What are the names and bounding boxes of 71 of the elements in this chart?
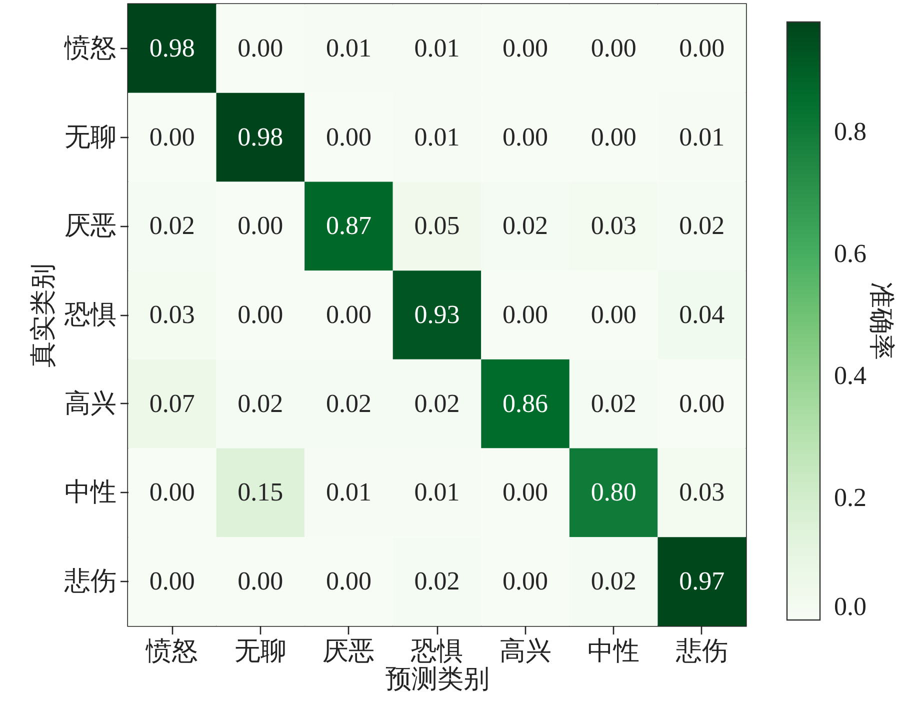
data-label: 0.00 — [502, 478, 548, 507]
data-label: 0.05 — [414, 211, 460, 240]
color-bar-label: 0.2 — [834, 482, 866, 512]
color-bar-label: 0.6 — [834, 238, 866, 268]
y-tick-label: 无聊 — [64, 122, 116, 152]
y-tick-label: 恐惧 — [64, 300, 116, 329]
data-label: 0.00 — [502, 33, 548, 62]
data-label: 0.00 — [238, 211, 284, 240]
data-label: 0.00 — [679, 388, 725, 418]
x-tick-label: 悲伤 — [674, 636, 728, 666]
data-label: 0.04 — [679, 300, 725, 329]
data-label: 0.00 — [149, 478, 195, 507]
color-bar-label: 0.0 — [834, 592, 866, 621]
y-tick-label: 高兴 — [64, 388, 116, 418]
x-axis-title: 预测类别 — [386, 664, 490, 694]
x-tick-label: 中性 — [588, 636, 640, 666]
data-label: 0.15 — [238, 478, 284, 507]
data-label: 0.03 — [590, 211, 636, 240]
data-label: 0.97 — [679, 566, 725, 596]
x-tick-label: 厌恶 — [322, 636, 375, 666]
y-tick-label: 中性 — [64, 478, 116, 507]
x-tick-label: 无聊 — [234, 636, 286, 666]
y-tick-label: 悲伤 — [64, 566, 116, 596]
color-bar-title: 准确率 — [867, 282, 896, 360]
data-label: 0.00 — [502, 300, 548, 329]
data-label: 0.98 — [238, 122, 284, 152]
data-label: 0.01 — [326, 478, 372, 507]
data-label: 0.03 — [149, 300, 195, 329]
data-label: 0.00 — [590, 33, 636, 62]
data-label: 0.98 — [149, 33, 195, 62]
data-label: 0.02 — [149, 211, 195, 240]
x-tick-label: 愤怒 — [145, 636, 198, 666]
data-label: 0.00 — [326, 566, 372, 596]
x-tick-label: 高兴 — [499, 636, 552, 666]
color-bar-label: 0.4 — [834, 360, 866, 390]
data-label: 0.00 — [502, 122, 548, 152]
data-label: 0.80 — [590, 478, 636, 507]
data-label: 0.03 — [679, 478, 725, 507]
y-axis-title: 真实类别 — [28, 264, 58, 368]
data-label: 0.02 — [590, 566, 636, 596]
data-label: 0.07 — [149, 388, 195, 418]
y-tick-label: 愤怒 — [64, 33, 116, 62]
data-label: 0.02 — [414, 566, 460, 596]
data-label: 0.02 — [326, 388, 372, 418]
data-label: 0.00 — [149, 566, 195, 596]
data-label: 0.01 — [414, 478, 460, 507]
data-label: 0.01 — [326, 33, 372, 62]
data-label: 0.00 — [238, 33, 284, 62]
data-label: 0.02 — [238, 388, 284, 418]
x-tick-label: 恐惧 — [410, 636, 463, 666]
data-label: 0.01 — [414, 33, 460, 62]
y-tick-label: 厌恶 — [64, 211, 116, 240]
data-label: 0.01 — [414, 122, 460, 152]
data-label: 0.00 — [238, 300, 284, 329]
data-label: 0.00 — [502, 566, 548, 596]
data-label: 0.00 — [238, 566, 284, 596]
data-label: 0.00 — [679, 33, 725, 62]
data-label: 0.02 — [414, 388, 460, 418]
data-label: 0.00 — [149, 122, 195, 152]
data-label: 0.02 — [502, 211, 548, 240]
data-label: 0.02 — [590, 388, 636, 418]
data-label: 0.00 — [590, 122, 636, 152]
color-bar-label: 0.8 — [834, 116, 866, 146]
data-label: 0.00 — [326, 122, 372, 152]
data-label: 0.00 — [326, 300, 372, 329]
data-label: 0.02 — [679, 211, 725, 240]
data-label: 0.00 — [590, 300, 636, 329]
data-label: 0.01 — [679, 122, 725, 152]
data-label: 0.86 — [502, 388, 548, 418]
data-label: 0.93 — [414, 300, 460, 329]
data-label: 0.87 — [326, 211, 372, 240]
